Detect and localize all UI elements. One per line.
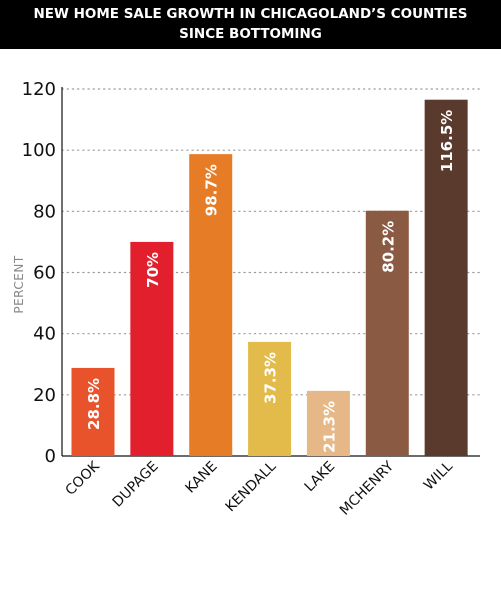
bar-dupage xyxy=(130,241,174,456)
bar-kendall xyxy=(248,341,292,456)
data-label-cook: 28.8% xyxy=(85,378,103,430)
labels: 0 20 40 60 80 100 120 PERCENT 28.8% COOK 70% DUPAGE… xyxy=(12,79,456,519)
category-label-will: WILL xyxy=(421,458,456,493)
bar-will xyxy=(424,99,468,457)
data-label-dupage: 70% xyxy=(144,252,162,288)
data-label-lake: 21.3% xyxy=(320,401,338,453)
chart-title-line-1: NEW HOME SALE GROWTH IN CHICAGOLAND’S CO… xyxy=(33,6,468,22)
bar-mchenry xyxy=(365,210,409,456)
bar-lake xyxy=(306,390,350,456)
y-tick-label: 100 xyxy=(22,140,56,161)
data-label-kane: 98.7% xyxy=(203,164,221,216)
y-axis-title: PERCENT xyxy=(12,255,26,313)
y-tick-label: 80 xyxy=(33,201,56,222)
y-tick-label: 120 xyxy=(22,79,56,100)
category-label-mchenry: MCHENRY xyxy=(337,458,397,518)
category-label-kendall: KENDALL xyxy=(223,458,280,515)
y-tick-label: 60 xyxy=(33,263,56,284)
category-label-lake: LAKE xyxy=(302,459,339,496)
chart-title-bar: NEW HOME SALE GROWTH IN CHICAGOLAND’S CO… xyxy=(0,0,501,49)
y-tick-label: 40 xyxy=(33,324,56,345)
category-label-dupage: DUPAGE xyxy=(110,459,162,511)
chart-title-line-2: SINCE BOTTOMING xyxy=(179,26,322,42)
y-tick-label: 0 xyxy=(45,446,56,467)
data-label-mchenry: 80.2% xyxy=(379,221,397,273)
data-label-will: 116.5% xyxy=(438,110,456,172)
y-tick-label: 20 xyxy=(33,385,56,406)
category-label-kane: KANE xyxy=(182,459,220,497)
data-label-kendall: 37.3% xyxy=(262,352,280,404)
bar-kane xyxy=(189,154,233,456)
bars xyxy=(71,99,468,457)
category-label-cook: COOK xyxy=(63,458,104,499)
bar-cook xyxy=(71,367,115,456)
